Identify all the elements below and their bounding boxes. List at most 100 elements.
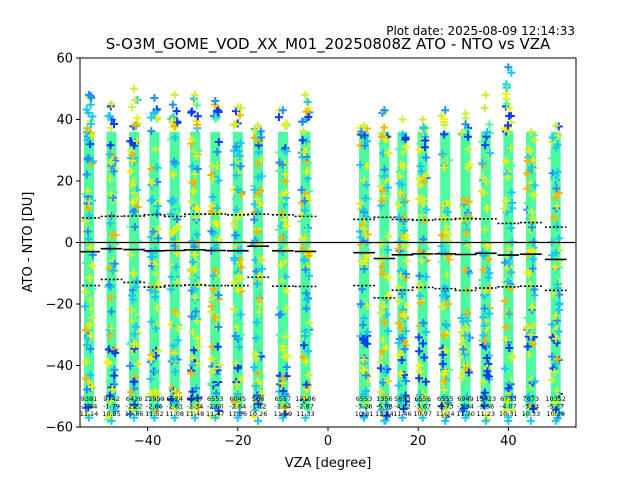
bin-mean-label: -3.94 bbox=[457, 403, 474, 411]
data-point bbox=[81, 287, 90, 296]
data-point bbox=[235, 152, 244, 161]
data-point bbox=[168, 100, 177, 109]
data-point-min bbox=[107, 416, 116, 425]
data-point bbox=[438, 202, 447, 211]
data-point bbox=[401, 135, 410, 144]
data-point bbox=[440, 163, 449, 172]
data-point bbox=[82, 385, 91, 394]
data-point bbox=[464, 163, 473, 172]
data-point bbox=[482, 242, 491, 251]
bin-mean-label: -5.27 bbox=[547, 403, 564, 411]
data-point bbox=[250, 363, 259, 372]
data-point bbox=[106, 175, 115, 184]
data-point bbox=[105, 391, 114, 400]
data-point bbox=[148, 279, 157, 288]
data-point bbox=[130, 141, 139, 150]
data-point bbox=[508, 392, 517, 401]
data-point bbox=[191, 307, 200, 316]
data-point bbox=[443, 157, 452, 166]
data-point bbox=[236, 138, 245, 147]
data-point bbox=[213, 374, 222, 383]
data-point bbox=[154, 234, 163, 243]
data-point bbox=[254, 148, 263, 157]
data-point bbox=[480, 321, 489, 330]
chart-title: S-O3M_GOME_VOD_XX_M01_20250808Z ATO - NT… bbox=[106, 35, 551, 54]
data-point bbox=[442, 270, 451, 279]
data-point-max bbox=[526, 127, 535, 136]
y-tick-label: −20 bbox=[46, 298, 73, 313]
bin-core-column bbox=[417, 131, 428, 409]
data-point-max bbox=[107, 100, 116, 109]
data-point bbox=[190, 170, 199, 179]
data-point bbox=[81, 216, 90, 225]
data-point bbox=[501, 157, 510, 166]
data-point bbox=[230, 278, 239, 287]
data-point bbox=[279, 400, 288, 409]
data-point-min bbox=[170, 413, 179, 422]
bin-std-label: 11.14 bbox=[80, 410, 99, 418]
data-point bbox=[281, 188, 290, 197]
data-point bbox=[553, 140, 562, 149]
data-point bbox=[395, 145, 404, 154]
data-point bbox=[230, 120, 239, 129]
data-point bbox=[277, 233, 286, 242]
data-point bbox=[529, 321, 538, 330]
data-point-max bbox=[360, 121, 369, 130]
data-point bbox=[214, 291, 223, 300]
data-point-max bbox=[504, 63, 513, 72]
data-point bbox=[501, 296, 510, 305]
data-point bbox=[523, 342, 532, 351]
data-point bbox=[172, 263, 181, 272]
data-point bbox=[254, 173, 263, 182]
data-point bbox=[193, 316, 202, 325]
data-point bbox=[258, 255, 267, 264]
data-point bbox=[253, 280, 262, 289]
data-point bbox=[106, 141, 115, 150]
data-point bbox=[148, 170, 157, 179]
data-point-min bbox=[233, 413, 242, 422]
data-point bbox=[395, 319, 404, 328]
data-point bbox=[402, 231, 411, 240]
data-point bbox=[212, 194, 221, 203]
data-point bbox=[359, 224, 368, 233]
data-point bbox=[108, 354, 117, 363]
data-point bbox=[129, 340, 138, 349]
data-point bbox=[193, 120, 202, 129]
data-point bbox=[358, 285, 367, 294]
data-point bbox=[548, 352, 557, 361]
data-point bbox=[440, 376, 449, 385]
data-point bbox=[378, 335, 387, 344]
data-point bbox=[187, 135, 196, 144]
points-layer bbox=[81, 63, 564, 425]
data-point bbox=[507, 204, 516, 213]
data-point bbox=[360, 314, 369, 323]
data-point bbox=[277, 198, 286, 207]
data-point bbox=[128, 151, 137, 160]
bin-count-label: 12959 bbox=[144, 395, 165, 403]
data-point bbox=[524, 350, 533, 359]
data-point bbox=[421, 136, 430, 145]
data-point-min bbox=[481, 416, 490, 425]
data-point bbox=[250, 215, 259, 224]
bin-mean-label: -2.66 bbox=[146, 403, 163, 411]
data-point bbox=[302, 380, 311, 389]
data-point bbox=[188, 361, 197, 370]
data-point bbox=[304, 251, 313, 260]
data-point bbox=[555, 234, 564, 243]
data-point bbox=[282, 363, 291, 372]
data-point bbox=[250, 200, 259, 209]
data-point bbox=[82, 170, 91, 179]
data-point bbox=[464, 216, 473, 225]
data-point bbox=[151, 107, 160, 116]
data-point bbox=[462, 392, 471, 401]
data-point bbox=[105, 325, 114, 334]
data-point bbox=[502, 80, 511, 89]
data-point bbox=[401, 327, 410, 336]
data-point bbox=[480, 337, 489, 346]
data-point bbox=[193, 394, 202, 403]
data-point bbox=[485, 269, 494, 278]
bin-count-label: 10352 bbox=[545, 395, 566, 403]
data-point bbox=[86, 331, 95, 340]
data-point bbox=[362, 400, 371, 409]
data-point bbox=[107, 189, 116, 198]
